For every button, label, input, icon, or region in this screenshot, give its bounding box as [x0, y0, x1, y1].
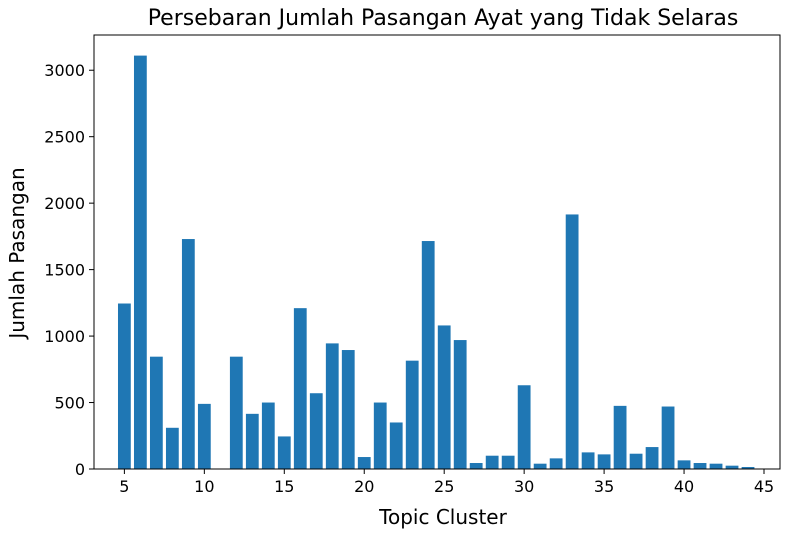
bar-cluster-6 — [133, 55, 147, 470]
bar-cluster-15 — [277, 436, 291, 469]
x-tick-label: 15 — [274, 477, 294, 496]
bar-cluster-24 — [421, 241, 435, 469]
bar-cluster-27 — [469, 463, 483, 469]
bar-cluster-35 — [597, 454, 611, 469]
y-axis-ticks: 0 500 1000 1500 2000 2500 3000 — [44, 61, 94, 479]
chart-title: Persebaran Jumlah Pasangan Ayat yang Tid… — [148, 6, 739, 31]
bar-cluster-33 — [565, 214, 579, 469]
bar-cluster-38 — [645, 447, 659, 469]
bar-cluster-37 — [629, 453, 643, 469]
bar-cluster-19 — [341, 350, 355, 469]
bar-cluster-25 — [437, 325, 451, 469]
bar-cluster-39 — [661, 406, 675, 469]
bar-cluster-30 — [517, 385, 531, 469]
x-tick-label: 45 — [754, 477, 774, 496]
bar-cluster-22 — [389, 422, 403, 469]
x-tick-label: 10 — [194, 477, 214, 496]
bar-cluster-26 — [453, 340, 467, 469]
bar-cluster-9 — [181, 239, 195, 469]
bar-cluster-28 — [485, 455, 499, 469]
x-tick-label: 30 — [514, 477, 534, 496]
bar-cluster-20 — [357, 457, 371, 469]
bar-cluster-10 — [197, 403, 211, 469]
bars-group — [117, 55, 755, 470]
y-tick-label: 3000 — [44, 61, 85, 80]
bar-cluster-17 — [309, 393, 323, 469]
x-axis-ticks: 5 10 15 20 25 30 35 40 45 — [119, 469, 774, 496]
bar-cluster-34 — [581, 452, 595, 469]
plot-frame — [93, 34, 781, 470]
bar-cluster-23 — [405, 360, 419, 469]
y-tick-label: 2500 — [44, 128, 85, 147]
bar-cluster-5 — [117, 303, 131, 469]
x-tick-label: 35 — [594, 477, 614, 496]
x-tick-label: 20 — [354, 477, 374, 496]
y-tick-label: 0 — [75, 460, 85, 479]
bar-cluster-41 — [693, 463, 707, 469]
bar-cluster-36 — [613, 405, 627, 469]
bar-cluster-31 — [533, 463, 547, 469]
y-tick-label: 1500 — [44, 261, 85, 280]
x-tick-label: 5 — [119, 477, 129, 496]
bar-cluster-14 — [261, 402, 275, 469]
bar-cluster-43 — [725, 465, 739, 469]
y-axis-label: Jumlah Pasangan — [5, 167, 29, 340]
bar-cluster-44 — [741, 467, 755, 469]
x-axis-label: Topic Cluster — [378, 505, 507, 529]
bar-cluster-42 — [709, 463, 723, 469]
bar-cluster-12 — [229, 356, 243, 469]
bar-cluster-18 — [325, 343, 339, 469]
bar-cluster-29 — [501, 455, 515, 469]
x-tick-label: 25 — [434, 477, 454, 496]
y-tick-label: 1000 — [44, 327, 85, 346]
y-tick-label: 2000 — [44, 194, 85, 213]
x-tick-label: 40 — [674, 477, 694, 496]
y-tick-label: 500 — [54, 394, 85, 413]
bar-cluster-8 — [165, 427, 179, 469]
bar-cluster-40 — [677, 460, 691, 469]
bar-cluster-13 — [245, 413, 259, 469]
bar-cluster-21 — [373, 402, 387, 469]
bar-cluster-32 — [549, 458, 563, 469]
bar-cluster-16 — [293, 308, 307, 469]
bar-cluster-7 — [149, 356, 163, 469]
